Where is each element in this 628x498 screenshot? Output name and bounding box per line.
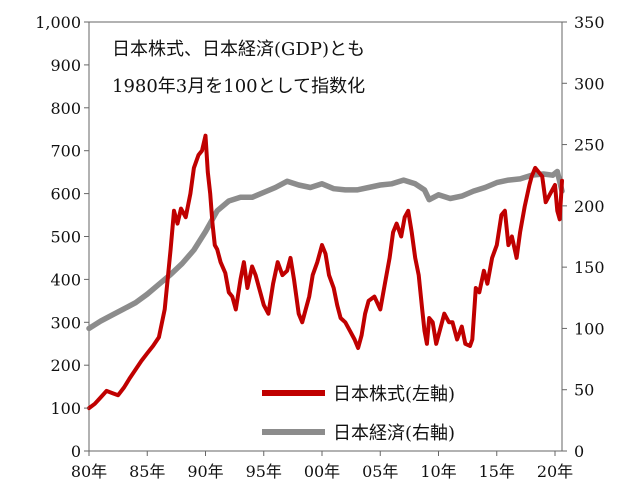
series-line-gdp	[86, 168, 565, 332]
x-tick-label: 15年	[479, 462, 515, 481]
y-right-tick-label: 350	[574, 13, 605, 32]
y-right-tick-label: 100	[574, 319, 605, 338]
annotation: 日本株式、日本経済(GDP)とも 1980年3月を100として指数化	[112, 39, 365, 97]
y-right-tick-label: 50	[574, 381, 594, 400]
x-tick-label: 85年	[129, 462, 165, 481]
x-tick-label: 20年	[537, 462, 573, 481]
legend-label-gdp: 日本経済(右軸)	[333, 423, 455, 444]
y-left-tick-label: 100	[50, 399, 81, 418]
y-left-tick-label: 1,000	[35, 13, 81, 32]
y-right-tick-label: 300	[574, 74, 605, 93]
y-right-tick-label: 0	[574, 442, 584, 461]
x-tick-label: 90年	[187, 462, 223, 481]
y-left-tick-label: 800	[50, 99, 81, 118]
x-tick-label: 00年	[304, 462, 340, 481]
y-left-tick-label: 0	[71, 442, 81, 461]
y-left-tick-label: 700	[50, 142, 81, 161]
legend-label-stock: 日本株式(左軸)	[333, 384, 455, 405]
annotation-line-1: 日本株式、日本経済(GDP)とも	[112, 39, 365, 60]
y-right-tick-label: 200	[574, 197, 605, 216]
series-line-stock	[87, 133, 564, 411]
y-right-tick-label: 250	[574, 136, 605, 155]
x-tick-label: 95年	[246, 462, 282, 481]
x-tick-label: 10年	[420, 462, 456, 481]
y-right-tick-label: 150	[574, 258, 605, 277]
y-left-tick-label: 200	[50, 356, 81, 375]
axes: 0 100 200 300 400 500 600 700 800 900 1,000 0 50 100 1…	[35, 13, 604, 481]
y-left-tick-label: 300	[50, 313, 81, 332]
x-tick-label: 80年	[71, 462, 107, 481]
y-left-tick-label: 600	[50, 185, 81, 204]
annotation-line-2: 1980年3月を100として指数化	[112, 76, 365, 97]
series-lines	[86, 133, 565, 411]
legend: 日本株式(左軸) 日本経済(右軸)	[262, 384, 455, 444]
y-left-tick-label: 500	[50, 228, 81, 247]
y-left-tick-label: 900	[50, 56, 81, 75]
x-tick-label: 05年	[362, 462, 398, 481]
y-left-tick-label: 400	[50, 270, 81, 289]
